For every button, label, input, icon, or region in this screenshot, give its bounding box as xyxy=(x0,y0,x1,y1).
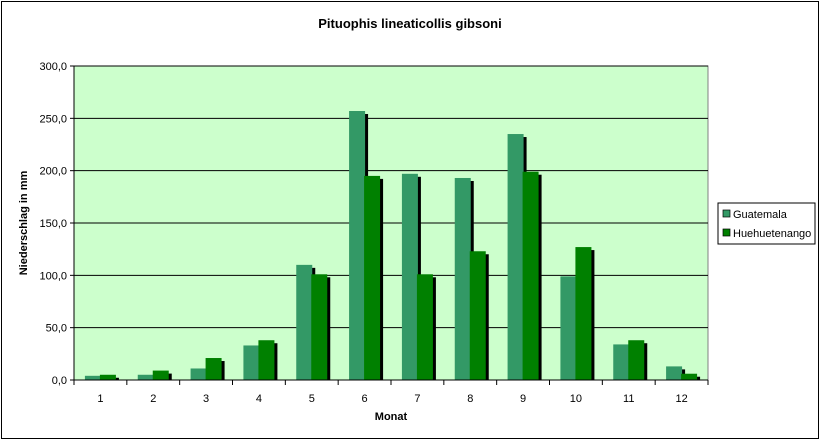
legend-swatch-guatemala xyxy=(722,209,731,218)
x-tick-label: 6 xyxy=(362,393,368,405)
bar-huehuetenango-month-6 xyxy=(364,175,381,380)
bar-huehuetenango-month-4 xyxy=(258,340,275,380)
bar-guatemala-month-3 xyxy=(190,368,207,380)
y-tick-label: 250,0 xyxy=(39,113,67,125)
bar-huehuetenango-month-9 xyxy=(522,171,539,380)
bar-huehuetenango-month-5 xyxy=(311,274,328,380)
bar-huehuetenango-month-3 xyxy=(205,358,222,380)
y-tick-label: 100,0 xyxy=(39,270,67,282)
x-tick-label: 1 xyxy=(97,393,103,405)
legend-label-guatemala: Guatemala xyxy=(733,209,788,221)
bar-huehuetenango-month-10 xyxy=(575,247,592,380)
bar-huehuetenango-month-2 xyxy=(152,370,169,380)
y-axis-label: Niederschlag in mm xyxy=(18,171,30,276)
bar-huehuetenango-month-11 xyxy=(628,340,645,380)
bar-guatemala-month-8 xyxy=(454,177,471,380)
bar-guatemala-month-2 xyxy=(137,374,154,380)
x-axis: 1 2 3 4 5 6 7 8 9 10 11 12 xyxy=(73,379,709,405)
bar-guatemala-month-9 xyxy=(507,134,524,380)
bar-guatemala-month-6 xyxy=(349,111,366,381)
x-tick-label: 8 xyxy=(467,393,473,405)
chart-title: Pituophis lineaticollis gibsoni xyxy=(318,16,501,31)
y-tick-label: 200,0 xyxy=(39,166,67,178)
legend-swatch-huehuetenango xyxy=(722,228,731,237)
legend: Guatemala Huehuetenango xyxy=(717,202,816,245)
bar-guatemala-month-4 xyxy=(243,345,260,380)
bar-guatemala-month-1 xyxy=(84,375,101,380)
bars xyxy=(84,111,701,381)
y-tick-label: 0,0 xyxy=(52,375,67,387)
y-tick-label: 150,0 xyxy=(39,218,67,230)
x-axis-label: Monat xyxy=(375,411,408,423)
bar-guatemala-month-10 xyxy=(560,276,577,380)
x-tick-label: 11 xyxy=(623,393,634,405)
legend-label-huehuetenango: Huehuetenango xyxy=(733,228,811,240)
x-tick-label: 3 xyxy=(203,393,209,405)
bar-huehuetenango-month-1 xyxy=(99,374,116,380)
bar-guatemala-month-12 xyxy=(666,366,683,380)
x-tick-label: 5 xyxy=(309,393,315,405)
x-tick-label: 4 xyxy=(256,393,262,405)
y-tick-label: 50,0 xyxy=(46,323,67,335)
bar-guatemala-month-5 xyxy=(296,264,313,380)
x-tick-label: 7 xyxy=(414,393,420,405)
bar-guatemala-month-7 xyxy=(401,173,418,380)
x-tick-label: 2 xyxy=(150,393,156,405)
bar-huehuetenango-month-12 xyxy=(681,373,698,380)
bar-huehuetenango-month-8 xyxy=(469,251,486,380)
legend-box xyxy=(717,202,816,245)
x-tick-label: 9 xyxy=(520,393,526,405)
bar-huehuetenango-month-7 xyxy=(416,274,433,380)
x-tick-label: 12 xyxy=(675,393,687,405)
gridlines xyxy=(74,65,708,329)
y-axis: 0,0 50,0 100,0 150,0 200,0 250,0 300,0 xyxy=(39,61,75,387)
x-tick-label: 10 xyxy=(570,393,582,405)
bar-guatemala-month-11 xyxy=(613,344,630,380)
y-tick-label: 300,0 xyxy=(39,61,67,73)
